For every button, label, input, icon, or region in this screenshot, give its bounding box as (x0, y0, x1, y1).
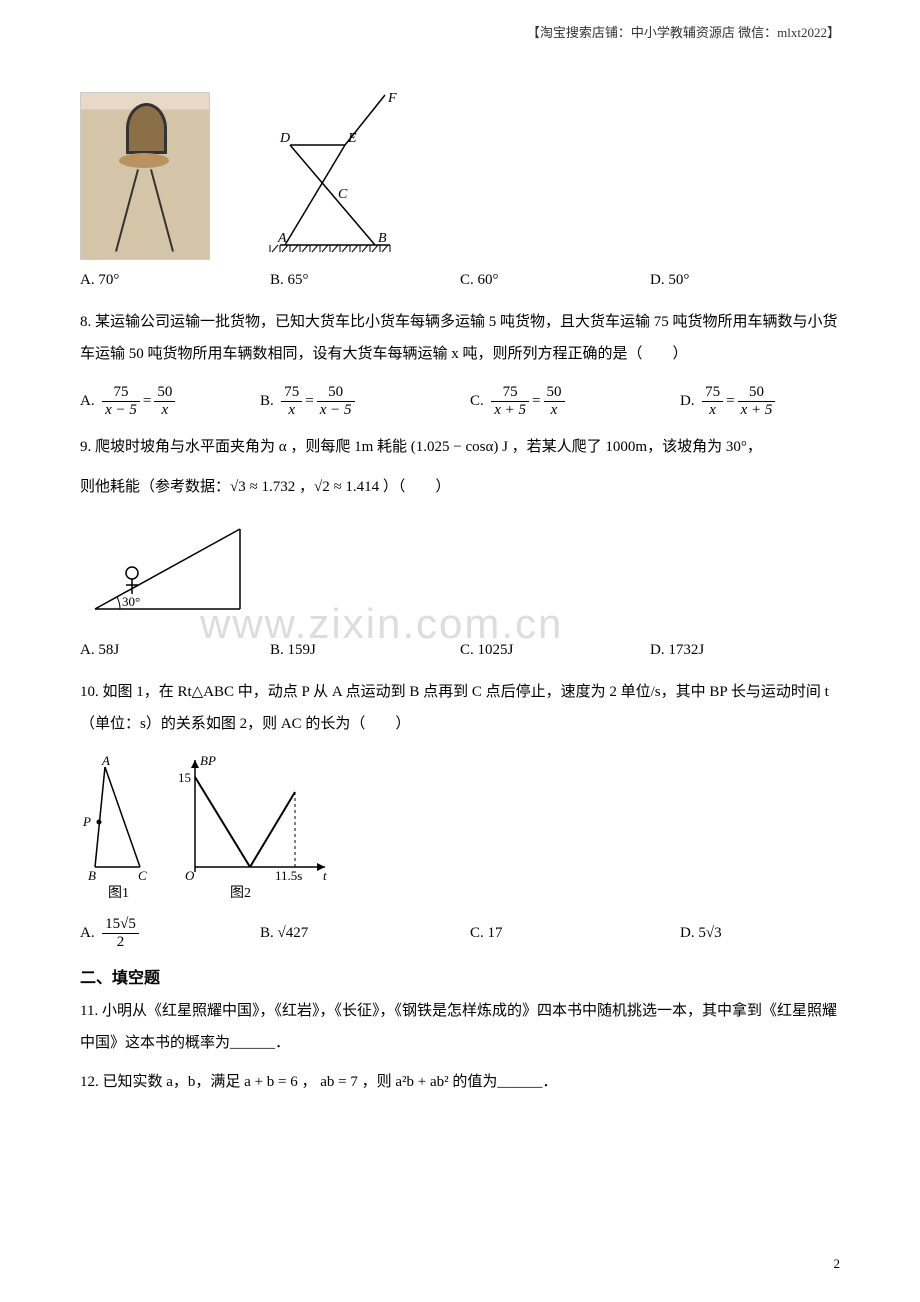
q10-option-c: C. 17 (470, 925, 680, 942)
q8-text: 8. 某运输公司运输一批货物，已知大货车比小货车每辆多运输 5 吨货物，且大货车… (80, 307, 840, 370)
svg-text:D: D (279, 131, 290, 146)
svg-text:BP: BP (200, 753, 216, 768)
q8-option-a: A. 75x − 5 = 50x (80, 384, 260, 418)
svg-text:B: B (378, 231, 387, 246)
q8-option-c: C. 75x + 5 = 50x (470, 384, 680, 418)
q10-fig1: A P B C 图1 (80, 752, 165, 902)
q9-option-d: D. 1732J (650, 642, 840, 659)
svg-text:A: A (101, 753, 110, 768)
q7-option-b: B. 65° (270, 272, 460, 289)
page-content: D E F C A B A. 70° B. 65° C. 60° D. 50° … (80, 90, 840, 1099)
q9-option-c: C. 1025J (460, 642, 650, 659)
q7-option-d: D. 50° (650, 272, 840, 289)
svg-text:30°: 30° (122, 594, 140, 609)
svg-text:图1: 图1 (108, 886, 129, 901)
svg-text:图2: 图2 (230, 886, 251, 901)
svg-text:A: A (277, 231, 287, 246)
header-watermark-note: 【淘宝搜索店铺：中小学教辅资源店 微信：mlxt2022】 (527, 22, 840, 41)
q9-option-a: A. 58J (80, 642, 270, 659)
q8-option-d: D. 75x = 50x + 5 (680, 384, 840, 418)
q9-text-1: 9. 爬坡时坡角与水平面夹角为 α ，则每爬 1m 耗能 (1.025 − co… (80, 432, 840, 464)
q8-option-b: B. 75x = 50x − 5 (260, 384, 470, 418)
q10-options: A. 15√52 B. √427 C. 17 D. 5√3 (80, 916, 840, 950)
q7-figure-row: D E F C A B (80, 90, 840, 260)
svg-text:15: 15 (178, 770, 191, 785)
q7-options: A. 70° B. 65° C. 60° D. 50° (80, 272, 840, 289)
q11-text: 11. 小明从《红星照耀中国》，《红岩》，《长征》，《钢铁是怎样炼成的》四本书中… (80, 996, 840, 1059)
svg-text:C: C (338, 187, 348, 202)
q7-option-c: C. 60° (460, 272, 650, 289)
q12-text: 12. 已知实数 a，b，满足 a + b = 6 ， ab = 7 ，则 a²… (80, 1067, 840, 1099)
q9-slope-diagram: 30° (80, 519, 250, 619)
svg-text:t: t (323, 868, 327, 883)
q10-fig2: BP 15 11.5s t O 图2 (175, 752, 335, 902)
q10-text: 10. 如图 1，在 Rt△ABC 中，动点 P 从 A 点运动到 B 点再到 … (80, 677, 840, 740)
q9-options: A. 58J B. 159J C. 1025J D. 1732J (80, 642, 840, 659)
svg-text:P: P (82, 814, 91, 829)
chair-photo (80, 92, 210, 260)
svg-text:11.5s: 11.5s (275, 868, 302, 883)
q10-option-b: B. √427 (260, 925, 470, 942)
q7-option-a: A. 70° (80, 272, 270, 289)
q8-options: A. 75x − 5 = 50x B. 75x = 50x − 5 C. 75x… (80, 384, 840, 418)
svg-text:O: O (185, 868, 195, 883)
q10-option-d: D. 5√3 (680, 925, 840, 942)
q9-option-b: B. 159J (270, 642, 460, 659)
svg-text:E: E (347, 131, 357, 146)
q10-figures: A P B C 图1 BP 15 11.5s t O 图2 (80, 752, 840, 902)
q9-text-2: 则他耗能（参考数据：√3 ≈ 1.732 ，√2 ≈ 1.414 ）（ ） (80, 472, 840, 504)
section2-title: 二、填空题 (80, 964, 840, 988)
svg-text:C: C (138, 868, 147, 883)
q10-option-a: A. 15√52 (80, 916, 260, 950)
svg-text:B: B (88, 868, 96, 883)
page-number: 2 (834, 1256, 841, 1272)
svg-text:F: F (387, 91, 397, 106)
q7-geometry-diagram: D E F C A B (250, 90, 420, 260)
